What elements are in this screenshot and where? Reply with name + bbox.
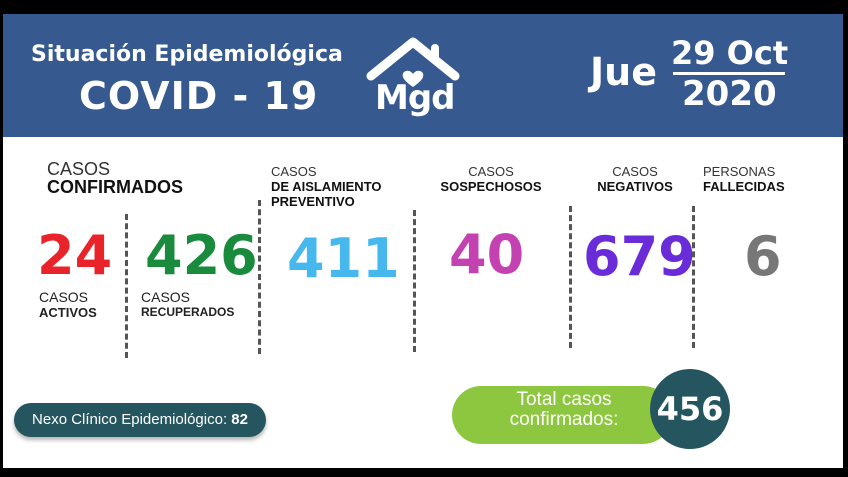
- recuperados-value: 426: [145, 224, 258, 287]
- header-banner: Situación Epidemiológica COVID - 19 Mgd …: [3, 14, 843, 137]
- activos-value: 24: [37, 224, 113, 287]
- header-subtitle: Situación Epidemiológica: [31, 42, 343, 67]
- aislamiento-value: 411: [287, 227, 400, 290]
- divider: [413, 210, 416, 352]
- header-year: 2020: [682, 74, 777, 114]
- activos-label: CASOS ACTIVOS: [39, 289, 97, 321]
- sospechosos-value: 40: [449, 223, 525, 286]
- header-day: Jue: [590, 50, 657, 94]
- divider: [125, 214, 128, 358]
- divider: [692, 206, 695, 348]
- logo-text: Mgd: [375, 78, 456, 118]
- fallecidas-value: 6: [744, 225, 782, 288]
- date-divider: [673, 72, 785, 75]
- divider: [569, 206, 572, 348]
- aislamiento-label: CASOS DE AISLAMIENTO PREVENTIVO: [271, 164, 382, 209]
- nexo-label: Nexo Clínico Epidemiológico:: [32, 411, 228, 428]
- negativos-value: 679: [583, 225, 696, 288]
- header-date: 29 Oct: [671, 34, 789, 72]
- divider: [258, 200, 261, 354]
- recuperados-label: CASOS RECUPERADOS: [141, 289, 235, 320]
- total-pill: [452, 386, 672, 444]
- sospechosos-label: CASOS SOSPECHOSOS: [440, 164, 542, 194]
- infographic-card: Situación Epidemiológica COVID - 19 Mgd …: [3, 14, 843, 468]
- nexo-badge: Nexo Clínico Epidemiológico: 82: [14, 403, 266, 437]
- total-value: 456: [650, 369, 730, 449]
- total-label: Total casos confirmados:: [509, 389, 619, 430]
- nexo-value: 82: [231, 411, 248, 428]
- header-title: COVID - 19: [79, 74, 319, 118]
- confirmados-label: CASOS CONFIRMADOS: [47, 159, 183, 197]
- fallecidas-label: PERSONAS FALLECIDAS: [703, 164, 785, 194]
- negativos-label: CASOS NEGATIVOS: [597, 164, 673, 194]
- house-logo-icon: [366, 37, 460, 87]
